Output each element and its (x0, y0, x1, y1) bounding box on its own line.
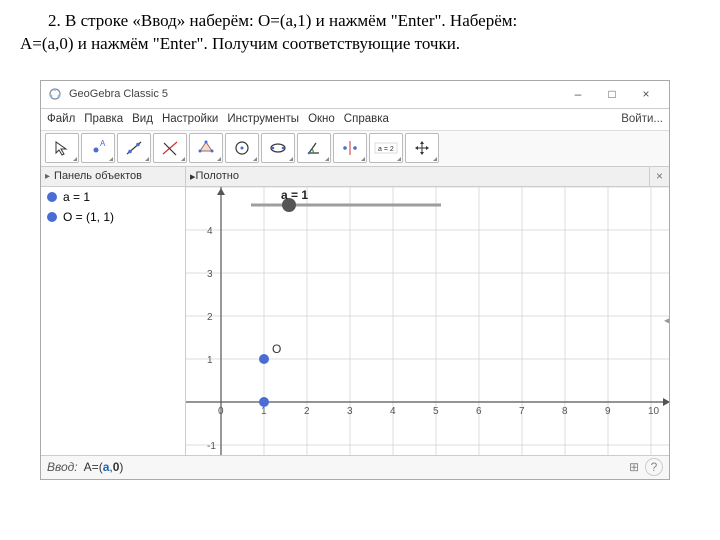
graphics-canvas[interactable]: 0 1 2 3 4 5 6 7 8 9 10 -1 1 2 3 4 a = 1 O ◂ (186, 187, 669, 455)
canvas-panel-title: Полотно (196, 170, 239, 182)
tool-polygon[interactable] (189, 133, 223, 163)
input-bar: Ввод: A=(a,0) ⊞ ? (41, 455, 669, 479)
svg-text:3: 3 (347, 406, 353, 417)
menu-help[interactable]: Справка (344, 113, 389, 125)
tool-reflect[interactable] (333, 133, 367, 163)
svg-text:8: 8 (562, 406, 568, 417)
close-button[interactable]: × (629, 83, 663, 105)
tool-ellipse[interactable] (261, 133, 295, 163)
tool-move[interactable] (45, 133, 79, 163)
geogebra-window: GeoGebra Classic 5 – □ × Файл Правка Вид… (40, 80, 670, 480)
svg-text:0: 0 (218, 406, 224, 417)
instruction-line-2: A=(a,0) и нажмём "Enter". Получим соотве… (20, 33, 680, 56)
svg-text:5: 5 (433, 406, 439, 417)
maximize-button[interactable]: □ (595, 83, 629, 105)
tool-angle[interactable] (297, 133, 331, 163)
svg-text:1: 1 (207, 355, 213, 366)
object-label: a = 1 (63, 190, 90, 204)
input-label: Ввод: (47, 460, 78, 474)
svg-text:4: 4 (390, 406, 396, 417)
svg-text:4: 4 (207, 226, 213, 237)
tool-move-view[interactable] (405, 133, 439, 163)
svg-text:2: 2 (304, 406, 310, 417)
scroll-indicator-icon: ◂ (664, 315, 669, 326)
svg-text:3: 3 (207, 269, 213, 280)
object-row[interactable]: O = (1, 1) (41, 207, 185, 227)
canvas-panel-header[interactable]: ▸ Полотно (186, 167, 649, 187)
objects-panel-header[interactable]: ▸ Панель объектов (41, 167, 185, 187)
svg-text:9: 9 (605, 406, 611, 417)
tool-point[interactable]: A (81, 133, 115, 163)
keyboard-icon[interactable]: ⊞ (629, 460, 639, 474)
object-bullet-icon (47, 212, 57, 222)
svg-text:7: 7 (519, 406, 525, 417)
svg-text:a = 1: a = 1 (281, 188, 308, 202)
tool-perpendicular[interactable] (153, 133, 187, 163)
menu-view[interactable]: Вид (132, 113, 153, 125)
toolbar: A a = 2 (41, 131, 669, 167)
work-area: ▸ Панель объектов a = 1 O = (1, 1) ▸ Пол… (41, 167, 669, 455)
minimize-button[interactable]: – (561, 83, 595, 105)
menubar: Файл Правка Вид Настройки Инструменты Ок… (41, 109, 669, 131)
svg-text:2: 2 (207, 312, 213, 323)
tool-circle[interactable] (225, 133, 259, 163)
object-label: O = (1, 1) (63, 210, 114, 224)
object-bullet-icon (47, 192, 57, 202)
svg-text:1: 1 (261, 406, 267, 417)
help-icon[interactable]: ? (645, 458, 663, 476)
instruction-text: 2. В строке «Ввод» наберём: O=(a,1) и на… (0, 0, 720, 66)
menu-window[interactable]: Окно (308, 113, 335, 125)
svg-text:-1: -1 (207, 441, 216, 452)
caret-icon: ▸ (45, 171, 50, 182)
menu-edit[interactable]: Правка (84, 113, 123, 125)
canvas-panel: ▸ Полотно × 0 1 2 3 4 5 6 7 8 9 10 -1 1 2 3 4 a = 1 O ◂ (186, 167, 669, 455)
tool-slider[interactable]: a = 2 (369, 133, 403, 163)
menu-file[interactable]: Файл (47, 113, 75, 125)
input-field[interactable]: A=(a,0) (84, 460, 623, 474)
objects-panel-title: Панель объектов (54, 170, 142, 182)
login-link[interactable]: Войти... (621, 113, 663, 125)
svg-text:a = 2: a = 2 (378, 146, 394, 153)
svg-text:A: A (100, 139, 106, 148)
tool-line[interactable] (117, 133, 151, 163)
object-row[interactable]: a = 1 (41, 187, 185, 207)
svg-text:O: O (272, 342, 281, 356)
objects-panel: ▸ Панель объектов a = 1 O = (1, 1) (41, 167, 186, 455)
instruction-line-1: 2. В строке «Ввод» наберём: O=(a,1) и на… (20, 10, 680, 33)
app-logo-icon (47, 86, 63, 102)
titlebar: GeoGebra Classic 5 – □ × (41, 81, 669, 109)
menu-tools[interactable]: Инструменты (227, 113, 299, 125)
menu-settings[interactable]: Настройки (162, 113, 218, 125)
svg-text:6: 6 (476, 406, 482, 417)
window-title: GeoGebra Classic 5 (69, 88, 168, 100)
canvas-close-button[interactable]: × (649, 167, 669, 187)
svg-text:10: 10 (648, 406, 660, 417)
